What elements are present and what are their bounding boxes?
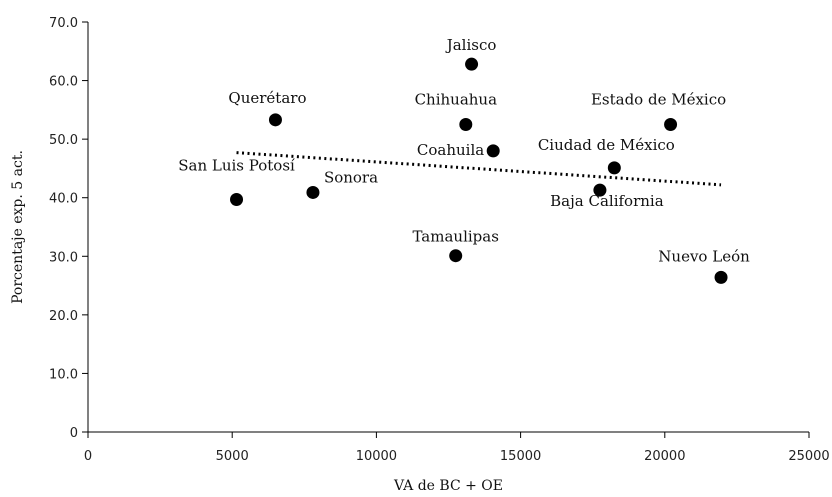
y-tick-label: 30.0	[49, 250, 78, 265]
x-ticks: 0 5000 10000 15000 20000 25000	[84, 432, 830, 464]
point-labels: Jalisco Querétaro Chihuahua Estado de Méxic…	[178, 36, 750, 265]
data-point	[486, 144, 500, 158]
y-tick-label: 10.0	[49, 367, 78, 382]
data-point	[607, 161, 621, 175]
point-label: Ciudad de México	[538, 136, 675, 154]
x-tick-label: 15000	[500, 449, 541, 464]
data-point	[664, 118, 678, 131]
trendline	[236, 151, 722, 187]
data-point	[714, 270, 728, 284]
x-tick-label: 0	[84, 449, 92, 464]
point-label: Chihuahua	[415, 91, 498, 109]
data-point	[449, 249, 463, 263]
point-label: Nuevo León	[658, 247, 750, 265]
axes	[87, 22, 809, 433]
point-label: Querétaro	[228, 89, 306, 107]
x-tick-label: 20000	[644, 449, 685, 464]
y-axis-title: Porcentaje exp. 5 act.	[10, 150, 26, 304]
data-point	[268, 113, 282, 127]
x-axis-title: VA de BC + OE	[393, 478, 503, 494]
y-tick-label: 40.0	[49, 192, 78, 207]
point-label: Coahuila	[417, 141, 484, 159]
y-tick-label: 0	[70, 426, 78, 441]
data-point	[593, 183, 607, 197]
y-tick-label: 20.0	[49, 309, 78, 324]
point-label: Tamaulipas	[412, 228, 498, 246]
point-label: San Luis Potosí	[178, 156, 295, 174]
point-label: Baja California	[550, 192, 664, 210]
y-tick-label: 50.0	[49, 133, 78, 148]
data-point	[459, 118, 473, 131]
y-tick-label: 70.0	[49, 16, 78, 31]
point-label: Estado de México	[591, 91, 726, 109]
data-points	[230, 57, 728, 284]
y-ticks: 0 10.0 20.0 30.0 40.0 50.0 60.0 70.0	[49, 16, 88, 441]
point-label: Sonora	[324, 168, 378, 186]
x-tick-label: 25000	[788, 449, 829, 464]
data-point	[230, 192, 244, 206]
y-tick-label: 60.0	[49, 75, 78, 90]
data-point	[465, 57, 479, 71]
x-tick-label: 10000	[356, 449, 397, 464]
data-point	[306, 185, 320, 199]
x-tick-label: 5000	[216, 449, 249, 464]
point-label: Jalisco	[445, 36, 497, 54]
